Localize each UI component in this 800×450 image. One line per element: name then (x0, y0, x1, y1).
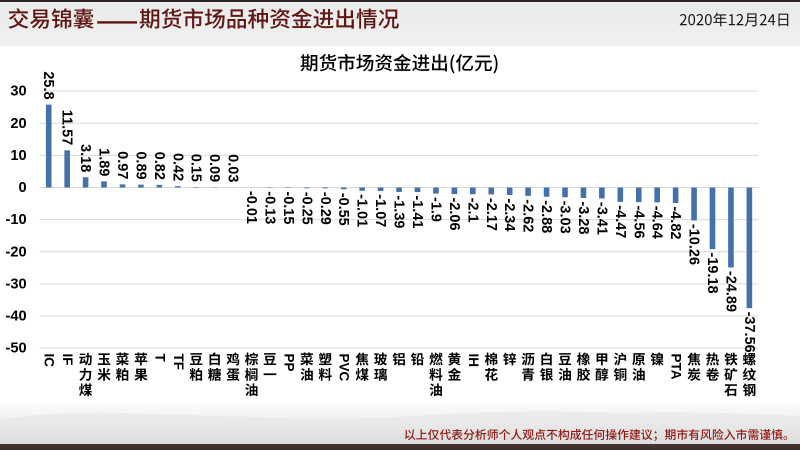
svg-text:-4.82: -4.82 (667, 206, 683, 239)
svg-text:PP: PP (281, 354, 296, 372)
svg-text:0.89: 0.89 (132, 151, 148, 179)
svg-text:1.89: 1.89 (96, 148, 112, 176)
svg-text:-40: -40 (6, 309, 27, 325)
svg-text:0.97: 0.97 (114, 151, 130, 179)
svg-text:-3.41: -3.41 (593, 202, 609, 235)
svg-text:-2.88: -2.88 (538, 200, 554, 233)
svg-text:30: 30 (10, 84, 26, 100)
svg-text:-2.62: -2.62 (520, 199, 536, 232)
svg-text:0.42: 0.42 (169, 153, 185, 181)
svg-text:-19.18: -19.18 (704, 253, 720, 294)
svg-text:IH: IH (466, 354, 481, 368)
svg-text:25.8: 25.8 (40, 71, 56, 99)
svg-text:-10: -10 (6, 212, 27, 228)
svg-text:-37.56: -37.56 (741, 312, 757, 353)
svg-text:-1.39: -1.39 (391, 195, 407, 228)
svg-text:TF: TF (171, 354, 186, 371)
svg-text:PVC: PVC (337, 354, 352, 382)
svg-text:-2.34: -2.34 (501, 198, 517, 231)
svg-text:0.03: 0.03 (225, 154, 241, 182)
svg-text:-30: -30 (6, 277, 27, 293)
svg-text:-3.03: -3.03 (557, 201, 573, 234)
svg-text:-2.06: -2.06 (446, 198, 462, 231)
svg-text:20: 20 (10, 116, 26, 132)
svg-text:-4.47: -4.47 (612, 205, 628, 238)
svg-text:-2.17: -2.17 (483, 198, 499, 231)
svg-text:-1.01: -1.01 (354, 194, 370, 227)
svg-text:3.18: 3.18 (77, 144, 93, 172)
svg-text:0.15: 0.15 (188, 154, 204, 182)
svg-text:-10.26: -10.26 (686, 224, 702, 265)
svg-text:-4.64: -4.64 (649, 206, 665, 239)
svg-text:11.57: 11.57 (59, 110, 75, 146)
svg-text:IF: IF (60, 354, 75, 366)
svg-text:-0.29: -0.29 (317, 192, 333, 225)
svg-text:-4.56: -4.56 (630, 206, 646, 239)
svg-text:-0.25: -0.25 (298, 192, 314, 225)
svg-text:IC: IC (42, 354, 57, 368)
svg-text:0.09: 0.09 (206, 154, 222, 182)
svg-text:-24.89: -24.89 (723, 271, 739, 312)
svg-text:-1.41: -1.41 (409, 195, 425, 228)
svg-text:0: 0 (18, 180, 26, 196)
svg-text:0.82: 0.82 (151, 152, 167, 180)
svg-text:-1.9: -1.9 (427, 197, 443, 222)
svg-text:-3.28: -3.28 (575, 201, 591, 234)
svg-text:-1.07: -1.07 (372, 194, 388, 227)
svg-text:-0.01: -0.01 (243, 191, 259, 224)
svg-text:T: T (152, 354, 167, 363)
svg-text:10: 10 (10, 148, 26, 164)
svg-text:-0.55: -0.55 (335, 193, 351, 226)
svg-text:-0.15: -0.15 (280, 191, 296, 224)
svg-text:-50: -50 (6, 341, 27, 357)
svg-text:PTA: PTA (669, 354, 684, 380)
svg-text:-20: -20 (6, 244, 27, 260)
svg-text:-0.13: -0.13 (262, 191, 278, 224)
svg-text:-2.1: -2.1 (464, 198, 480, 223)
